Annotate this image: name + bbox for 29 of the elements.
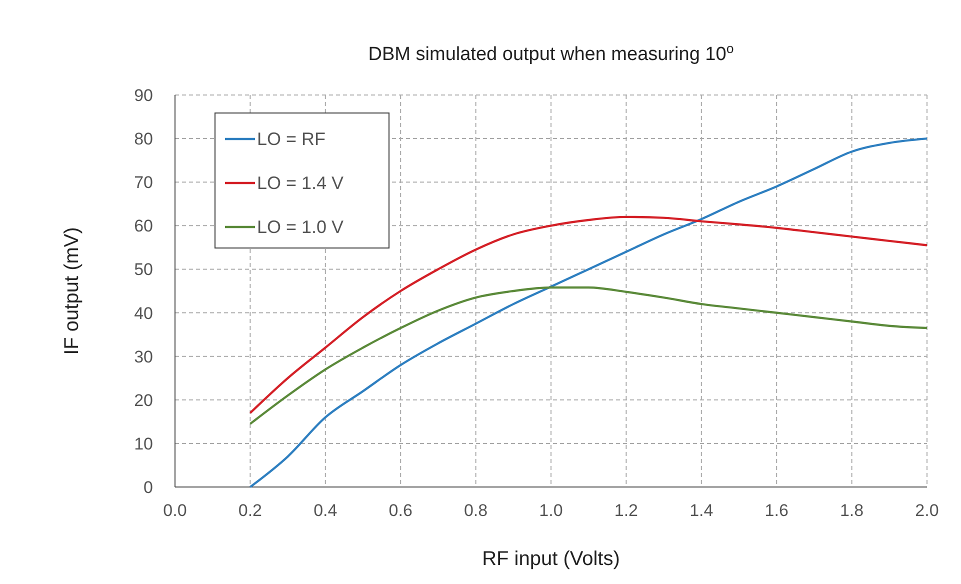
x-tick-label: 1.0	[539, 501, 563, 520]
y-tick-label: 60	[134, 216, 153, 236]
x-tick-label: 1.2	[614, 501, 638, 520]
x-tick-label: 0.8	[464, 501, 488, 520]
chart-title: DBM simulated output when measuring 10$^{o}$	[368, 40, 734, 65]
x-tick-label: 0.6	[388, 501, 412, 520]
x-tick-label: 1.4	[690, 501, 714, 520]
y-tick-label: 10	[134, 434, 153, 454]
y-tick-label: 90	[134, 86, 153, 105]
x-tick-label: 0.2	[238, 501, 262, 520]
x-tick-label: 1.6	[764, 501, 788, 520]
y-axis-title: IF output (mV)	[61, 227, 83, 355]
line-series	[249, 216, 928, 414]
y-tick-label: 40	[134, 304, 153, 323]
x-tick-label: 0.0	[163, 501, 187, 520]
x-tick-label: 2.0	[915, 501, 939, 520]
legend-label: LO = RF	[257, 129, 326, 149]
legend-label: LO = 1.0 V	[257, 217, 344, 237]
y-tick-label: 30	[134, 347, 153, 366]
x-tick-label: 0.4	[314, 501, 338, 520]
y-tick-label: 70	[134, 173, 153, 192]
x-tick-label: 1.8	[840, 501, 864, 520]
line-series	[249, 286, 928, 425]
y-tick-label: 80	[134, 130, 153, 149]
y-tick-label: 0	[144, 478, 153, 497]
y-tick-label: 20	[134, 390, 153, 410]
y-tick-label: 50	[134, 260, 153, 280]
legend-label: LO = 1.4 V	[257, 173, 344, 193]
x-axis-title: RF input (Volts)	[482, 548, 620, 570]
